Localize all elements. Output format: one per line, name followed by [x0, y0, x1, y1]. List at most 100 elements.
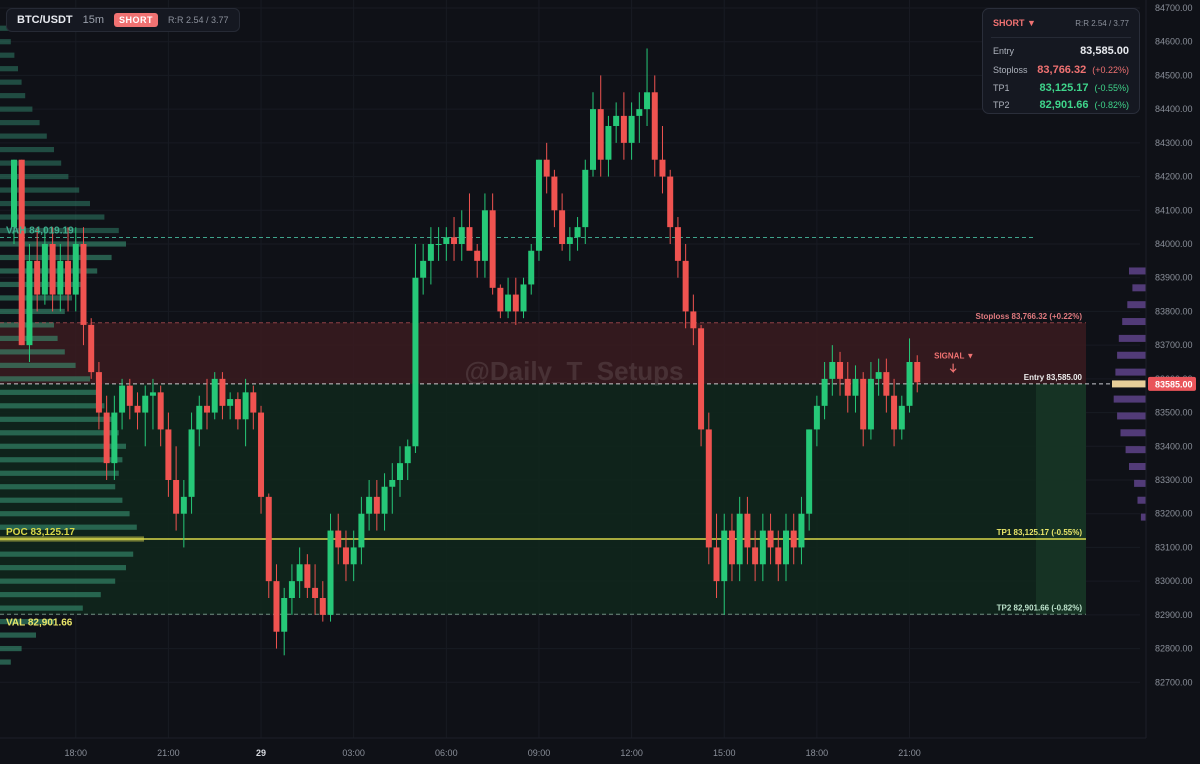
volume-profile-bar	[0, 106, 33, 112]
candle-body	[837, 362, 844, 379]
side-badge: SHORT	[114, 13, 159, 27]
volume-profile-bar	[0, 25, 9, 31]
candle-body	[265, 496, 272, 582]
candle-body	[173, 480, 180, 514]
candle-body	[775, 547, 782, 565]
candle-body	[821, 378, 828, 406]
tp1-pct: (-0.55%)	[1094, 83, 1129, 93]
candle-body	[721, 530, 728, 582]
candle-body	[844, 378, 851, 396]
candle-body	[342, 547, 349, 565]
volume-profile-bar	[0, 173, 69, 180]
candle-body	[883, 372, 890, 396]
timeframe-label[interactable]: 15m	[82, 14, 105, 26]
candle-body	[304, 564, 311, 588]
candle-body	[250, 392, 257, 413]
candle-body	[149, 392, 156, 396]
volume-profile-bar	[0, 605, 83, 611]
candle-body	[227, 399, 234, 406]
right-volume-bar	[1132, 284, 1146, 292]
volume-profile-bar	[0, 362, 76, 368]
volume-profile-bar	[0, 524, 137, 530]
candle-body	[829, 362, 836, 379]
volume-profile-bar	[0, 281, 83, 288]
time-tick-label: 12:00	[620, 748, 643, 758]
price-tick-label: 84300.00	[1155, 138, 1193, 148]
candle-body	[358, 513, 365, 548]
symbol-label[interactable]: BTC/USDT	[17, 14, 73, 26]
entry-value: 83,585.00	[1080, 45, 1129, 57]
candle-body	[752, 547, 759, 565]
candle-body	[188, 429, 195, 497]
candle-body	[636, 109, 643, 116]
candle-body	[389, 480, 396, 487]
right-volume-bar	[1129, 463, 1146, 471]
volume-profile-bar	[0, 241, 126, 247]
right-volume-bar	[1112, 380, 1146, 388]
price-tick-label: 84600.00	[1155, 37, 1193, 47]
candle-body	[713, 547, 720, 582]
time-tick-label: 18:00	[64, 748, 87, 758]
candle-body	[366, 496, 373, 514]
candle-body	[613, 115, 620, 126]
candle-body	[682, 260, 689, 312]
chart-header: BTC/USDT 15m SHORT R:R 2.54 / 3.77	[6, 8, 240, 32]
candle-body	[142, 395, 149, 413]
candle-body	[891, 395, 898, 430]
candle-body	[165, 429, 172, 480]
price-tick-label: 84700.00	[1155, 3, 1193, 13]
candle-body	[119, 385, 126, 413]
volume-profile-bar	[0, 389, 101, 395]
candle-body	[451, 237, 458, 244]
volume-profile-bar	[0, 93, 26, 99]
candle-body	[551, 176, 558, 211]
volume-profile-bar	[0, 214, 105, 220]
volume-profile-bar	[0, 645, 22, 652]
volume-profile-bar	[0, 430, 119, 436]
candle-body	[659, 159, 666, 177]
tp1-line-label: TP1 83,125.17 (-0.55%)	[997, 528, 1083, 537]
candle-body	[620, 115, 627, 143]
time-tick-label: 29	[256, 748, 266, 758]
candle-body	[126, 385, 133, 406]
candle-body	[644, 92, 651, 110]
price-tick-label: 84100.00	[1155, 205, 1193, 215]
volume-profile-bar	[0, 565, 126, 571]
time-tick-label: 21:00	[898, 748, 921, 758]
volume-profile-bar	[0, 160, 62, 166]
candle-body	[196, 405, 203, 430]
price-tick-label: 82800.00	[1155, 644, 1193, 654]
candle-body	[327, 530, 334, 615]
volume-profile-bar	[0, 619, 54, 625]
candle-body	[288, 581, 295, 598]
candle-body	[906, 362, 913, 406]
candle-body	[88, 324, 95, 373]
signal-label: SIGNAL ▼	[934, 352, 974, 361]
stoploss-line-label: Stoploss 83,766.32 (+0.22%)	[976, 312, 1083, 321]
price-tick-label: 83100.00	[1155, 542, 1193, 552]
panel-divider	[991, 37, 1131, 38]
price-tick-label: 83500.00	[1155, 408, 1193, 418]
candle-body	[41, 244, 48, 295]
volume-profile-bar	[0, 484, 116, 490]
candle-body	[852, 378, 859, 396]
candle-body	[57, 260, 64, 295]
time-tick-label: 15:00	[713, 748, 736, 758]
candle-body	[783, 530, 789, 565]
candle-body	[651, 92, 658, 160]
candle-body	[219, 378, 226, 406]
candle-body	[404, 446, 411, 464]
price-tick-label: 84500.00	[1155, 70, 1193, 80]
candle-body	[157, 392, 164, 430]
candle-body	[34, 260, 41, 295]
entry-line-label: Entry 83,585.00	[1024, 373, 1083, 382]
price-tick-label: 83000.00	[1155, 576, 1193, 586]
stoploss-value: 83,766.32	[1037, 64, 1087, 76]
candle-body	[397, 463, 403, 480]
candle-body	[72, 244, 79, 295]
volume-profile-bar	[0, 295, 72, 301]
candle-body	[443, 237, 450, 244]
volume-profile-bar	[0, 497, 123, 503]
candle-body	[296, 564, 303, 582]
